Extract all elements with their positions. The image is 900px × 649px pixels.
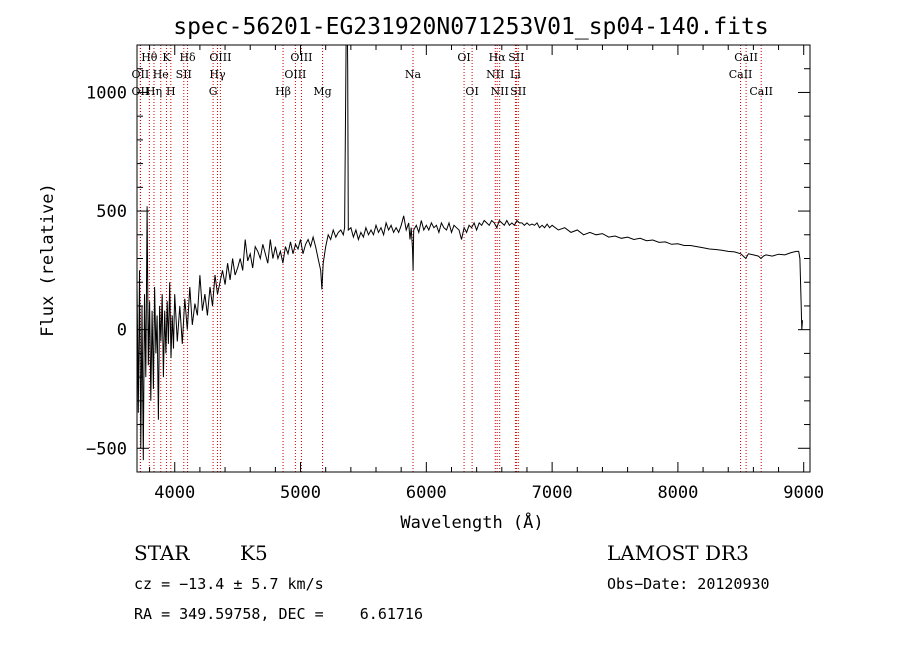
line-label: H: [166, 85, 176, 98]
x-axis-label: Wavelength (Å): [400, 511, 543, 533]
x-tick-label: 9000: [783, 483, 824, 503]
chart-title: spec-56201-EG231920N071253V01_sp04-140.f…: [173, 14, 768, 40]
object-subclass: K5: [240, 541, 268, 565]
object-class: STAR: [134, 541, 190, 565]
line-label: OIII: [284, 68, 306, 81]
line-label: Li: [510, 68, 521, 81]
line-label: Hδ: [179, 51, 196, 64]
obs-date: Obs−Date: 20120930: [607, 575, 770, 593]
y-tick-label: 1000: [86, 83, 127, 103]
line-label: Na: [405, 68, 422, 81]
line-label: OI: [457, 51, 470, 64]
coordinates-readout: RA = 349.59758, DEC = 6.61716: [134, 605, 423, 623]
y-axis-ticks: −500 0 500 1000: [86, 44, 810, 459]
redshift-readout: cz = −13.4 ± 5.7 km/s: [134, 575, 324, 593]
x-axis-ticks: 4000 5000 6000 7000 8000 9000: [149, 45, 824, 503]
line-label: Hη: [146, 85, 162, 98]
y-tick-label: 0: [117, 321, 127, 341]
x-tick-label: 4000: [154, 483, 195, 503]
x-tick-label: 7000: [532, 483, 573, 503]
line-label: SII: [510, 85, 526, 98]
line-label: OI: [465, 85, 478, 98]
line-label: G: [209, 85, 218, 98]
y-tick-label: −500: [86, 439, 127, 459]
spectrum-line: [137, 45, 803, 461]
line-label: K: [162, 51, 171, 64]
line-label: OIII: [209, 51, 231, 64]
y-tick-label: 500: [96, 202, 127, 222]
line-label: Hα: [489, 51, 507, 64]
line-label: SII: [508, 51, 524, 64]
line-label: Hθ: [141, 51, 158, 64]
line-label: SII: [176, 68, 192, 81]
spectrum-series: [137, 45, 803, 461]
x-tick-label: 8000: [657, 483, 698, 503]
line-label: OIII: [290, 51, 312, 64]
x-tick-label: 5000: [280, 483, 321, 503]
line-label: CaII: [734, 51, 758, 64]
line-label: Hγ: [209, 68, 226, 81]
line-label: OII: [132, 85, 150, 98]
line-label: He: [153, 68, 169, 81]
x-tick-label: 6000: [406, 483, 447, 503]
line-label: Hβ: [275, 85, 291, 98]
line-label: CaII: [729, 68, 753, 81]
survey-name: LAMOST DR3: [607, 541, 749, 565]
line-label: NII: [486, 68, 504, 81]
line-label: CaII: [749, 85, 773, 98]
line-label: OII: [132, 68, 150, 81]
line-label: Mg: [313, 85, 331, 98]
line-label: NII: [491, 85, 509, 98]
plot-frame: [136, 44, 811, 473]
y-axis-label: Flux (relative): [38, 183, 58, 337]
spectral-line-markers: [139, 45, 762, 472]
